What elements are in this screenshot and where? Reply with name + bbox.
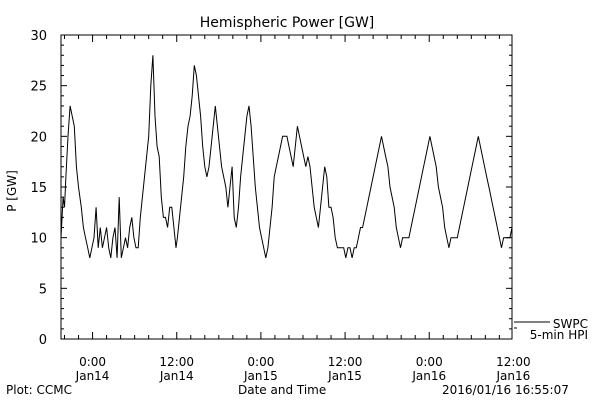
legend-label-swpc: SWPC — [553, 317, 588, 331]
x-tick-label-time: 12:00 — [159, 355, 194, 369]
axes: 0510152025300:00Jan1412:00Jan140:00Jan15… — [30, 29, 530, 383]
chart-title: Hemispheric Power [GW] — [200, 15, 375, 31]
x-tick-label-time: 12:00 — [496, 355, 531, 369]
x-tick-label-time: 12:00 — [328, 355, 363, 369]
x-tick-label-date: Jan15 — [243, 369, 278, 383]
y-tick-label: 10 — [30, 232, 47, 247]
y-tick-label: 20 — [30, 130, 47, 145]
series-layer — [60, 55, 513, 259]
y-tick-label: 25 — [30, 80, 47, 95]
y-tick-label: 5 — [39, 282, 47, 297]
footer-timestamp: 2016/01/16 16:55:07 — [442, 383, 569, 397]
x-tick-label-date: Jan16 — [411, 369, 446, 383]
y-tick-label: 0 — [39, 333, 47, 348]
x-tick-label-time: 0:00 — [79, 355, 106, 369]
x-tick-label-date: Jan16 — [496, 369, 531, 383]
legend-label-hpi: 5-min HPI — [530, 328, 588, 342]
y-axis-label: P [GW] — [5, 170, 19, 212]
x-tick-label-time: 0:00 — [247, 355, 274, 369]
x-tick-label-date: Jan14 — [75, 369, 110, 383]
plot-frame — [60, 34, 513, 340]
x-tick-label-date: Jan15 — [327, 369, 362, 383]
series-line-hpi — [60, 55, 513, 259]
x-axis-label: Date and Time — [238, 383, 327, 397]
footer-credit: Plot: CCMC — [6, 383, 72, 397]
x-tick-label-time: 0:00 — [416, 355, 443, 369]
x-tick-label-date: Jan14 — [159, 369, 194, 383]
y-tick-label: 15 — [30, 181, 47, 196]
y-tick-label: 30 — [30, 29, 47, 44]
